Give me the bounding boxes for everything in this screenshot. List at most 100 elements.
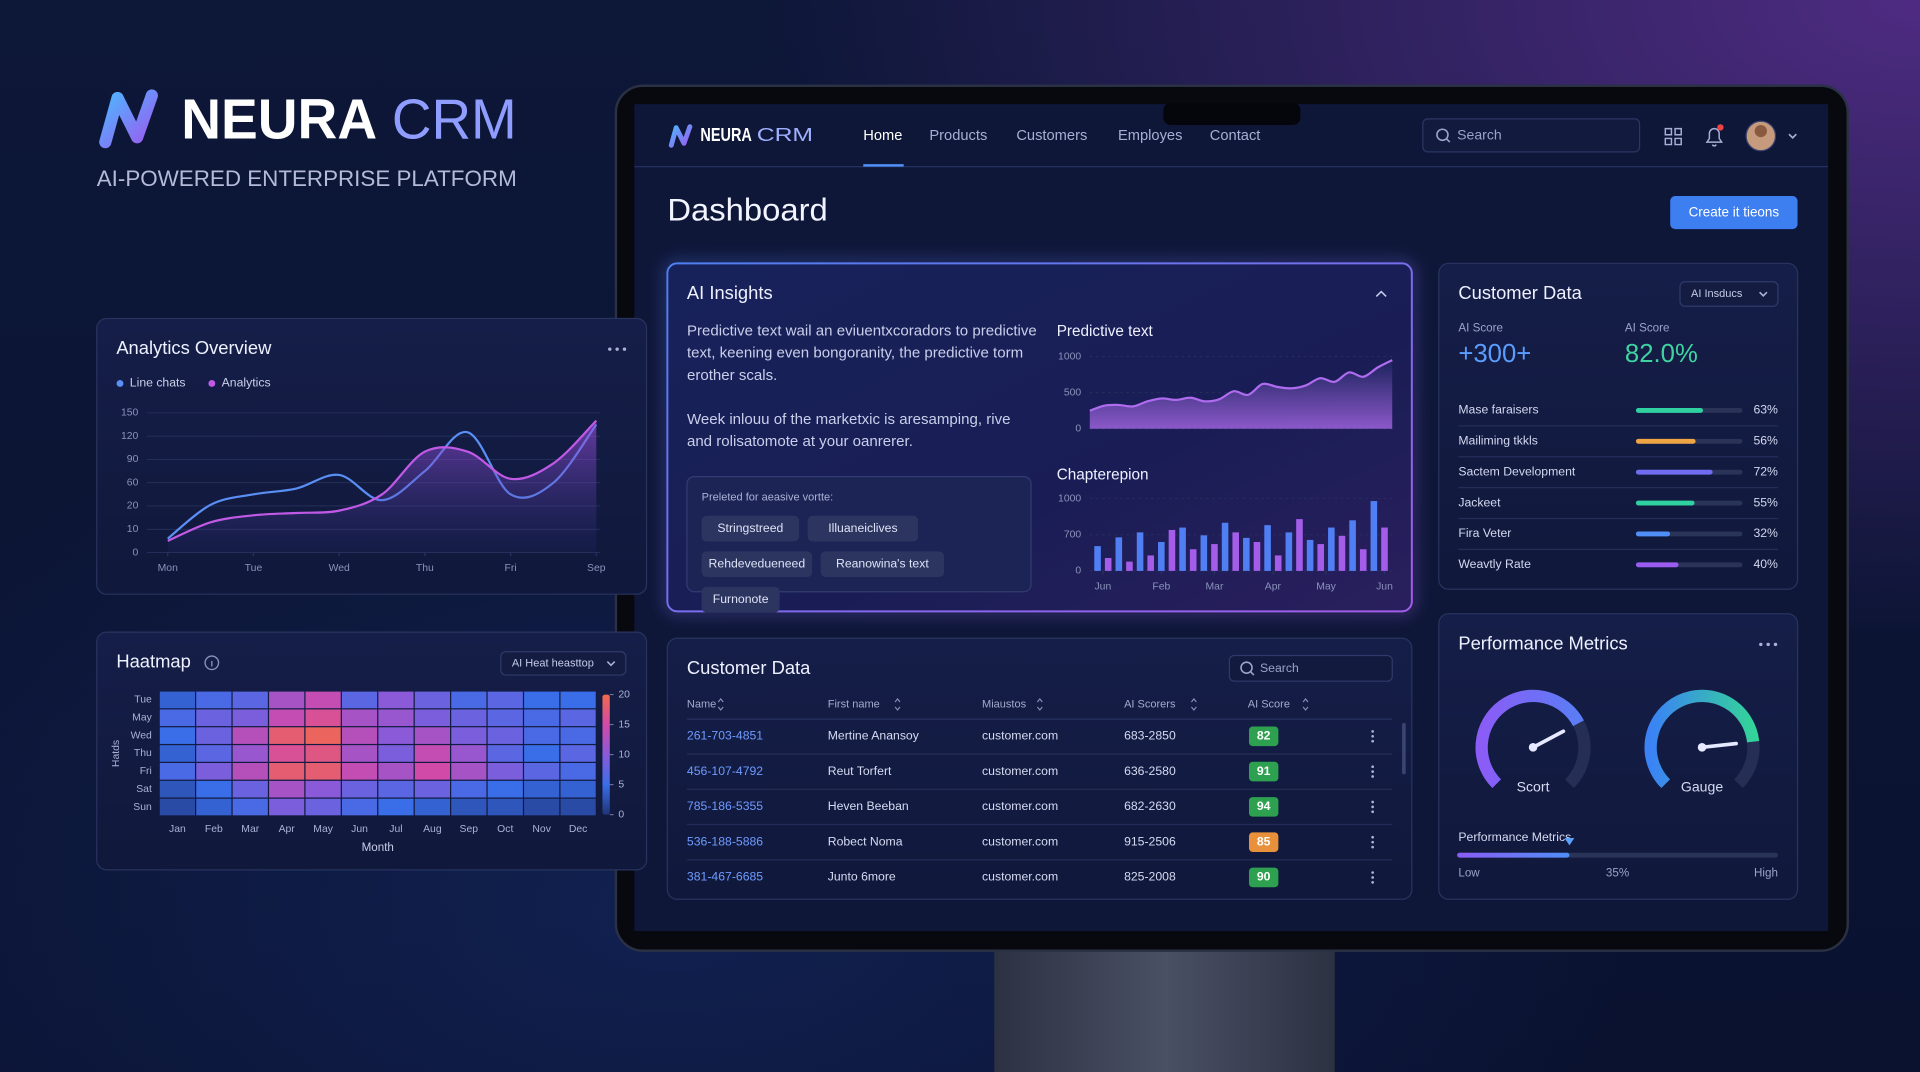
paragraph: Week inlouu of the marketxic is aresampi… bbox=[686, 409, 1011, 450]
column-header[interactable]: Name bbox=[687, 698, 716, 710]
legend-swatch bbox=[208, 380, 216, 387]
x-tick-label: Feb bbox=[205, 824, 223, 835]
column-header[interactable]: First name bbox=[828, 698, 880, 710]
dropdown[interactable] bbox=[1679, 281, 1779, 307]
nav-item[interactable]: Home bbox=[863, 128, 902, 144]
gauge-label: Gauge bbox=[1681, 778, 1723, 794]
table-cell: Reut Torfert bbox=[828, 764, 892, 778]
row-menu-icon[interactable] bbox=[1371, 734, 1374, 738]
dropdown-label[interactable]: AI Insducs bbox=[1691, 288, 1743, 300]
score-badge bbox=[1248, 832, 1279, 852]
heatmap-cell bbox=[487, 709, 523, 727]
search-placeholder[interactable]: Search bbox=[1457, 127, 1502, 143]
row-menu-icon[interactable] bbox=[1371, 770, 1374, 773]
row-menu-icon[interactable] bbox=[1371, 840, 1374, 844]
row-menu-icon[interactable] bbox=[1371, 730, 1374, 733]
bar bbox=[1136, 532, 1144, 571]
row-menu-icon[interactable] bbox=[1371, 871, 1374, 874]
table-cell: customer.com bbox=[982, 799, 1058, 813]
x-tick-label: Sep bbox=[460, 824, 479, 835]
y-tick-label: 150 bbox=[121, 408, 139, 419]
nav-item[interactable]: Products bbox=[929, 128, 987, 144]
chip-label[interactable]: Reanowina's text bbox=[836, 556, 929, 570]
x-tick-label: Apr bbox=[279, 824, 296, 835]
brand-accent: CRM bbox=[392, 88, 517, 151]
row-menu-icon[interactable] bbox=[1371, 765, 1374, 769]
row-label: Sat bbox=[136, 784, 152, 795]
bar bbox=[1243, 537, 1250, 571]
stat-value: 82.0% bbox=[1625, 340, 1698, 368]
metric-value: 63% bbox=[1753, 403, 1778, 417]
chip[interactable] bbox=[701, 515, 800, 542]
nav-item[interactable]: Contact bbox=[1210, 128, 1261, 144]
row-label: Thu bbox=[134, 748, 152, 759]
primary-button[interactable] bbox=[1670, 196, 1798, 230]
heatmap-cell bbox=[269, 727, 305, 744]
heatmap-cell bbox=[341, 691, 378, 709]
heatmap-cell bbox=[305, 691, 341, 709]
nav-item[interactable]: Employes bbox=[1118, 128, 1182, 144]
chip-label[interactable]: Rehdevedueneed bbox=[709, 556, 806, 570]
heatmap-cell bbox=[378, 798, 414, 816]
bell-icon[interactable] bbox=[1705, 127, 1724, 147]
chip[interactable] bbox=[807, 515, 919, 542]
chip[interactable] bbox=[701, 586, 780, 613]
row-menu-icon[interactable] bbox=[1371, 881, 1374, 884]
performance-panel bbox=[1438, 613, 1799, 900]
bar bbox=[1349, 520, 1356, 571]
y-tick-label: 700 bbox=[1064, 530, 1082, 541]
heatmap-cell bbox=[524, 691, 560, 709]
heatmap-cell bbox=[269, 798, 305, 816]
search-box[interactable] bbox=[1228, 654, 1393, 682]
row-menu-icon[interactable] bbox=[1371, 805, 1374, 809]
x-tick-label: Jan bbox=[169, 824, 186, 835]
stat-value: +300+ bbox=[1458, 340, 1531, 368]
nav-item[interactable]: Customers bbox=[1016, 128, 1087, 144]
x-tick-label: Aug bbox=[423, 824, 442, 835]
dropdown-label[interactable]: AI Heat heasttop bbox=[512, 657, 594, 669]
panel-title: AI Insights bbox=[687, 282, 773, 303]
bar bbox=[1296, 519, 1303, 571]
score-badge bbox=[1248, 797, 1279, 817]
heatmap-cell bbox=[232, 798, 268, 816]
column-header[interactable]: Miaustos bbox=[982, 698, 1027, 710]
bar bbox=[1264, 525, 1271, 571]
chip[interactable] bbox=[820, 551, 945, 578]
chip-label[interactable]: Stringstreed bbox=[717, 521, 783, 535]
table-cell: 261-703-4851 bbox=[687, 729, 763, 743]
heatmap-cell bbox=[269, 780, 305, 798]
bar bbox=[1359, 549, 1367, 571]
chip-label[interactable]: Furnonote bbox=[713, 592, 769, 606]
metric-name: Mailiming tkkls bbox=[1458, 434, 1538, 448]
y-tick-label: 0 bbox=[1075, 424, 1081, 435]
table-cell: 915-2506 bbox=[1124, 834, 1176, 848]
column-header[interactable]: AI Scorers bbox=[1124, 698, 1176, 710]
row-menu-icon[interactable] bbox=[1371, 845, 1374, 849]
score-value: 85 bbox=[1257, 834, 1271, 848]
row-menu-icon[interactable] bbox=[1371, 835, 1374, 839]
metric-value: 40% bbox=[1753, 557, 1778, 571]
row-label: Sun bbox=[133, 802, 152, 813]
heatmap-cell bbox=[451, 691, 487, 709]
chip[interactable] bbox=[701, 551, 813, 578]
row-menu-icon[interactable] bbox=[1371, 810, 1374, 814]
search-box[interactable] bbox=[1422, 118, 1641, 153]
row-menu-icon[interactable] bbox=[1371, 876, 1374, 879]
dropdown[interactable] bbox=[500, 651, 627, 676]
search-placeholder[interactable]: Search bbox=[1260, 661, 1299, 675]
heatmap-cell bbox=[560, 780, 596, 798]
column-header[interactable]: AI Score bbox=[1248, 698, 1290, 710]
row-menu-icon[interactable] bbox=[1371, 800, 1374, 804]
bar bbox=[1168, 529, 1176, 571]
button-label[interactable]: Create it tieons bbox=[1689, 205, 1780, 220]
heatmap-cell bbox=[560, 763, 596, 780]
row-menu-icon[interactable] bbox=[1371, 739, 1374, 743]
chip-label[interactable]: Illuaneiclives bbox=[828, 521, 897, 535]
apps-icon[interactable] bbox=[1664, 127, 1682, 146]
heatmap-cell bbox=[560, 727, 596, 744]
page-title: Dashboard bbox=[667, 191, 827, 227]
heatmap-cell bbox=[487, 763, 523, 780]
metric-bar bbox=[1635, 500, 1695, 506]
row-menu-icon[interactable] bbox=[1371, 775, 1374, 778]
gauge-needle bbox=[1700, 741, 1738, 750]
